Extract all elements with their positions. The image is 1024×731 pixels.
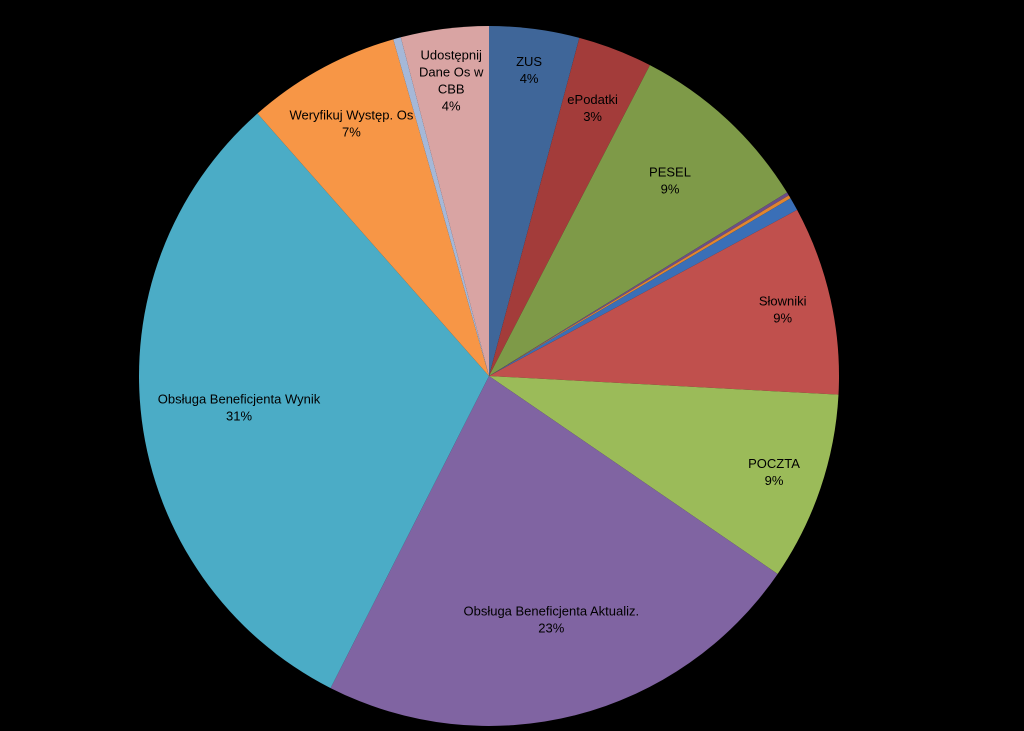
slice-label-poczta: POCZTA 9% [748, 456, 800, 488]
slice-percent-obsluga-beneficjenta-aktualiz: 23% [538, 621, 564, 636]
pie-slice-obsluga-beneficjenta-aktualiz [330, 376, 778, 726]
slice-label-obsluga-beneficjenta-wynik: Obsługa Beneficjenta Wynik 31% [158, 391, 321, 423]
slice-label-pesel: PESEL 9% [649, 165, 691, 197]
pie-slice-unlabeled-4 [489, 195, 791, 376]
slice-percent-slowniki: 9% [773, 311, 792, 326]
pie-slice-obsluga-beneficjenta-wynik [139, 113, 489, 689]
labels-layer: ZUS 4% ePodatki 3% PESEL 9% Słowniki 9% POCZTA 9%… [158, 47, 807, 635]
slice-name-weryfikuj-wystep-os: Weryfikuj Występ. Os [289, 108, 413, 123]
slice-name-zus: ZUS [516, 54, 542, 69]
slice-label-epodatki: ePodatki 3% [567, 92, 618, 124]
slice-label-udostepnij-dane-os-w-cbb: Udostępnij Dane Os w CBB 4% [419, 47, 484, 113]
slice-name-epodatki: ePodatki [567, 92, 618, 107]
slice-label-zus: ZUS 4% [516, 54, 542, 86]
pie-slice-zus [489, 26, 580, 376]
slice-name-poczta: POCZTA [748, 456, 800, 471]
slice-percent-poczta: 9% [765, 473, 784, 488]
slice-percent-obsluga-beneficjenta-wynik: 31% [226, 408, 252, 423]
slice-percent-zus: 4% [520, 71, 539, 86]
pie-slice-slowniki [489, 209, 839, 395]
pie-slice-poczta [489, 376, 839, 574]
slice-percent-weryfikuj-wystep-os: 7% [342, 125, 361, 140]
slice-label-weryfikuj-wystep-os: Weryfikuj Występ. Os 7% [289, 108, 413, 140]
slice-percent-epodatki: 3% [583, 109, 602, 124]
pie-slice-udostepnij-dane-os-w-cbb [400, 26, 489, 376]
pie-slice-unlabeled-3 [489, 192, 789, 376]
slices-layer [139, 26, 839, 726]
slice-percent-udostepnij-dane-os-w-cbb: 4% [442, 98, 461, 113]
slice-name-udostepnij-dane-os-w-cbb: Udostępnij Dane Os w CBB [419, 47, 484, 96]
slice-name-pesel: PESEL [649, 165, 691, 180]
slice-percent-pesel: 9% [661, 182, 680, 197]
slice-label-obsluga-beneficjenta-aktualiz: Obsługa Beneficjenta Aktualiz. 23% [463, 604, 639, 636]
pie-slice-weryfikuj-wystep-os [257, 39, 489, 376]
pie-slice-unlabeled-11 [393, 37, 489, 377]
slice-name-obsluga-beneficjenta-wynik: Obsługa Beneficjenta Wynik [158, 391, 321, 406]
slice-name-obsluga-beneficjenta-aktualiz: Obsługa Beneficjenta Aktualiz. [463, 604, 639, 619]
pie-slice-pesel [489, 65, 788, 377]
pie-slice-unlabeled-5 [489, 198, 798, 376]
slice-label-slowniki: Słowniki 9% [759, 294, 807, 326]
slice-name-slowniki: Słowniki [759, 294, 807, 309]
pie-slice-epodatki [489, 37, 650, 377]
